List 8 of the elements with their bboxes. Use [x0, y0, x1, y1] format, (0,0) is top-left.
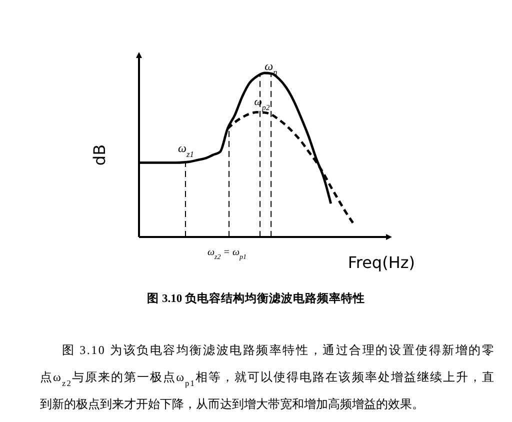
caption: 图 3.10 为该负电容均衡滤波电路频率特性，通过合理的设置使得新增的零	[62, 343, 494, 357]
x-axis-title: Freq(Hz)	[348, 253, 415, 272]
text: 到新的极点到来才开始下降，从而达到增大带宽和增加高频增益的效果。	[40, 397, 424, 411]
annotation: ω$_{z1}$	[178, 141, 194, 158]
text: ω$_{z2}$ = ω$_{p1}$	[207, 247, 247, 261]
text: 点ω$_{z2}$与原来的第一极点ω$_{p1}$相等，就可以使得电路在该频率处增益继续上升，直	[40, 370, 494, 388]
y-axis-title: dB	[90, 144, 109, 166]
text: 图 3.10 负电容结构均衡滤波电路频率特性	[147, 291, 365, 305]
